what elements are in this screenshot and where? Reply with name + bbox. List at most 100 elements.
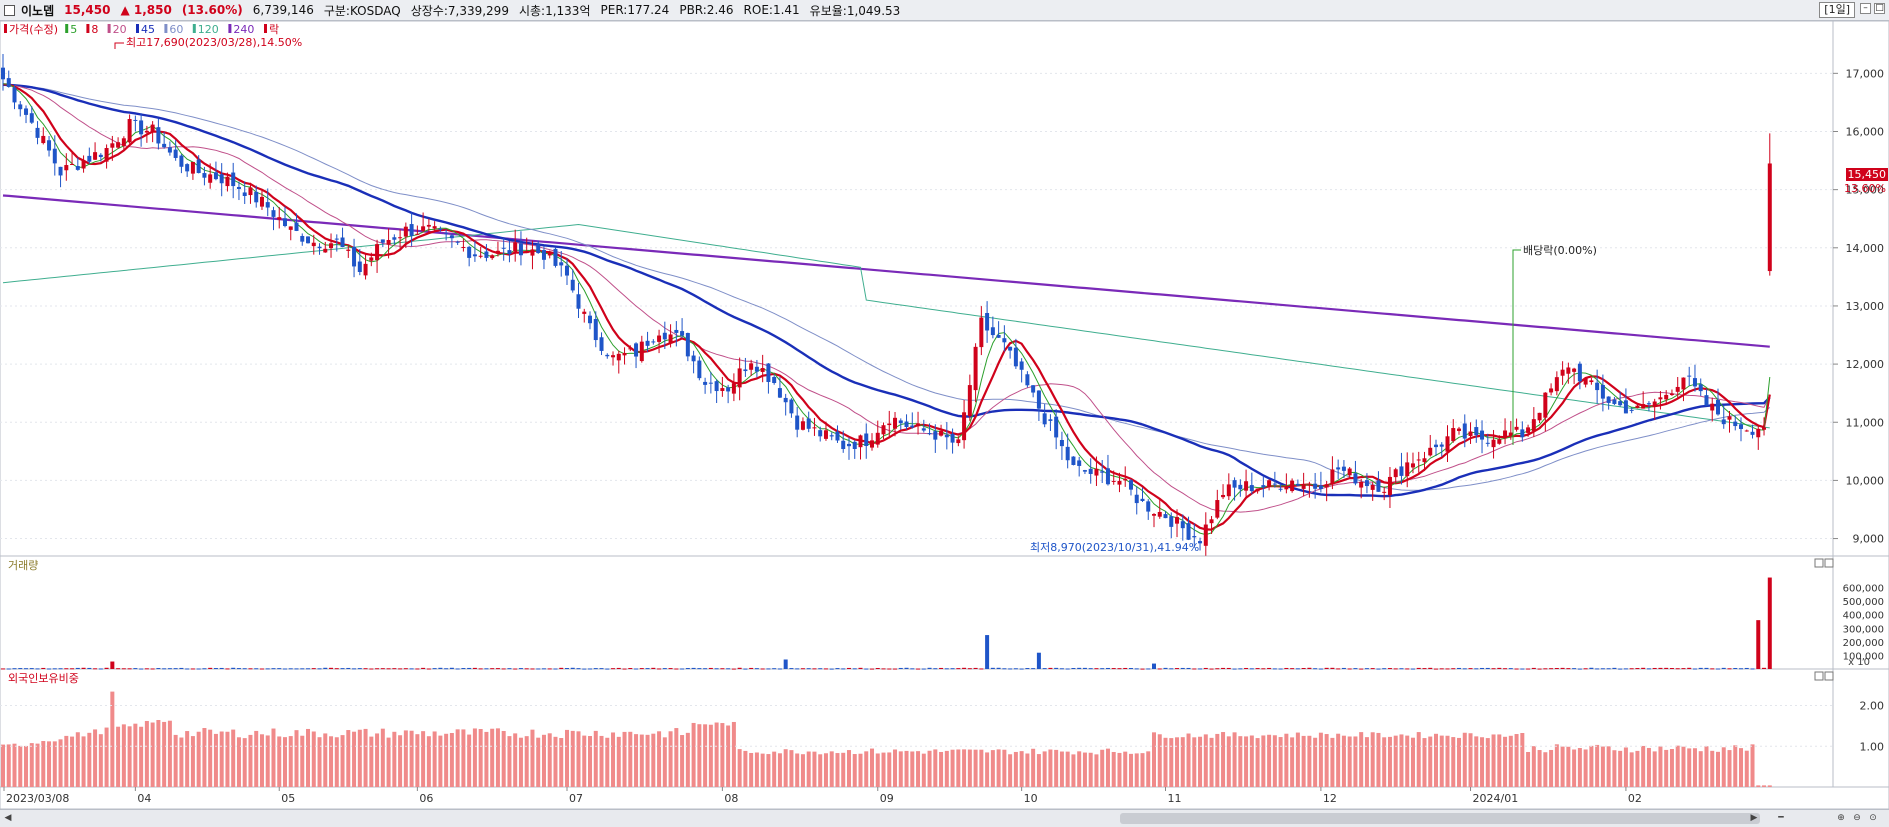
zoom-out-icon[interactable]: ⊖: [1853, 813, 1861, 823]
candle-body: [265, 202, 270, 208]
foreign-bar: [973, 749, 978, 787]
zoom-reset-icon[interactable]: ⊙: [1869, 813, 1877, 823]
volume-bar: [564, 668, 569, 670]
minimize-icon[interactable]: –: [1860, 3, 1871, 14]
foreign-bar: [1284, 733, 1289, 787]
select-checkbox[interactable]: [4, 4, 15, 16]
candle-body: [1433, 444, 1438, 448]
volume-bar: [1324, 667, 1329, 669]
foreign-bar: [1324, 734, 1329, 787]
candle-body: [1146, 501, 1151, 512]
period-selector[interactable]: [1일]: [1819, 2, 1855, 18]
foreign-bar: [1111, 751, 1116, 787]
volume-bar: [386, 668, 391, 670]
foreign-panel-close-icon[interactable]: [1824, 671, 1834, 681]
candle-body: [1105, 468, 1110, 485]
volume-bar: [133, 668, 138, 670]
candle-body: [576, 294, 581, 309]
stock-name[interactable]: 이노뎁: [21, 3, 55, 18]
foreign-bar: [288, 736, 293, 787]
volume-bar: [559, 667, 564, 669]
candle-body: [1140, 498, 1145, 501]
chart-scrollbar[interactable]: ◀ ▶ ━ ⊕ ⊖ ⊙: [0, 809, 1889, 827]
candle-body: [41, 135, 46, 144]
x-tick-label: 11: [1168, 792, 1182, 805]
volume-bar: [657, 668, 662, 670]
volume-bar: [852, 668, 857, 670]
stock-chart[interactable]: 17,000 16,000 15,000 14,000 13,000 12,000 11,0…: [0, 21, 1889, 809]
foreign-panel-min-icon[interactable]: [1814, 671, 1824, 681]
volume-bar: [996, 667, 1001, 669]
foreign-bar: [213, 733, 218, 787]
volume-bar: [536, 668, 541, 670]
foreign-bar: [1180, 737, 1185, 787]
current-price-marker: 15,450 13.60%: [1844, 168, 1888, 195]
legend-swatch: [264, 24, 267, 33]
maximize-icon[interactable]: □: [1874, 3, 1885, 14]
candle-body: [1416, 459, 1421, 461]
foreign-bar: [1474, 736, 1479, 787]
candle-body: [714, 381, 719, 392]
foreign-title: 외국인보유비중: [8, 672, 79, 685]
foreign-bar: [875, 753, 880, 787]
candle-body: [242, 192, 247, 196]
foreign-bar: [674, 728, 679, 787]
candle-body: [415, 233, 420, 235]
volume-panel-close-icon[interactable]: [1824, 558, 1834, 568]
zoom-in-icon[interactable]: ⊕: [1837, 813, 1845, 823]
candle-body: [70, 163, 75, 165]
volume-bar: [582, 668, 587, 670]
volume-panel-min-icon[interactable]: [1814, 558, 1824, 568]
candle-body: [858, 435, 863, 448]
candle-body: [990, 327, 995, 336]
foreign-bar: [1733, 745, 1738, 787]
volume-bar: [87, 667, 92, 669]
foreign-bar: [760, 753, 765, 787]
x-tick-label: 12: [1323, 792, 1337, 805]
volume-bar: [398, 668, 403, 670]
volume-bar: [927, 667, 932, 669]
volume-bar: [893, 668, 898, 670]
volume-bar: [812, 668, 817, 670]
foreign-bar: [1232, 732, 1237, 787]
volume-tick-label: 200,000: [1843, 638, 1884, 649]
candle-body: [1036, 390, 1041, 409]
legend-item: 20: [113, 23, 127, 36]
foreign-bar: [380, 728, 385, 787]
scroll-thumb[interactable]: [1120, 813, 1760, 824]
x-tick-label: 2024/01: [1473, 792, 1519, 805]
volume-bar: [18, 668, 23, 670]
candle-body: [340, 237, 345, 248]
foreign-bar: [139, 726, 144, 787]
volume-bar: [1105, 667, 1110, 669]
candle-body: [898, 420, 903, 424]
candle-body: [593, 319, 598, 341]
volume-bar: [375, 668, 380, 670]
candle-body: [599, 337, 604, 351]
volume-bar: [455, 668, 460, 670]
volume-panel[interactable]: [0, 555, 1834, 670]
foreign-bar: [352, 731, 357, 787]
foreign-bar: [1531, 746, 1536, 787]
candle-body: [662, 332, 667, 340]
volume-bar: [1341, 667, 1346, 669]
ma20-line: [2, 84, 1771, 513]
volume-bar: [421, 667, 426, 669]
volume-tick-label: 400,000: [1843, 611, 1884, 622]
volume-bar: [910, 668, 915, 670]
foreign-bar: [271, 728, 276, 787]
scroll-right-icon[interactable]: ▶: [1750, 813, 1758, 823]
grid: [0, 72, 1833, 540]
volume-bar: [1543, 668, 1548, 670]
volume-bar: [24, 668, 29, 670]
price-panel[interactable]: [0, 21, 1834, 557]
foreign-bar: [1750, 744, 1755, 787]
zoom-slider-icon[interactable]: ━: [1778, 813, 1784, 823]
volume-bar: [185, 668, 190, 670]
foreign-bar: [933, 749, 938, 787]
foreign-bar: [64, 735, 69, 787]
volume-bar: [622, 668, 627, 670]
candle-body: [1330, 469, 1335, 485]
foreign-bar: [726, 725, 731, 787]
scroll-left-icon[interactable]: ◀: [4, 813, 12, 823]
